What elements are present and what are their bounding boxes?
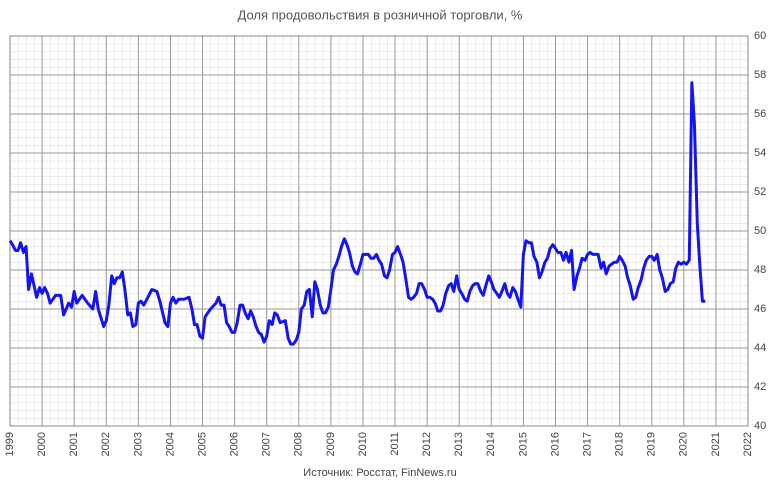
x-tick-label: 2022 — [742, 432, 754, 456]
x-tick-label: 2018 — [614, 432, 626, 456]
x-tick-label: 2001 — [68, 432, 80, 456]
y-tick-label: 54 — [754, 147, 766, 159]
x-tick-label: 2017 — [581, 432, 593, 456]
y-tick-label: 58 — [754, 69, 766, 81]
source-note: Источник: Росстат, FinNews.ru — [303, 467, 456, 479]
x-tick-label: 2020 — [678, 432, 690, 456]
x-tick-label: 2004 — [164, 432, 176, 456]
x-tick-label: 2000 — [36, 432, 48, 456]
x-tick-label: 2003 — [132, 432, 144, 456]
y-tick-label: 52 — [754, 186, 766, 198]
x-tick-label: 2021 — [710, 432, 722, 456]
plot-frame — [9, 35, 749, 427]
x-tick-label: 2012 — [421, 432, 433, 456]
x-tick-label: 2016 — [549, 432, 561, 456]
y-tick-label: 56 — [754, 108, 766, 120]
y-tick-label: 46 — [754, 303, 766, 315]
x-tick-label: 2019 — [646, 432, 658, 456]
chart-title: Доля продовольствия в розничной торговли… — [238, 7, 523, 22]
x-tick-label: 2006 — [229, 432, 241, 456]
x-tick-label: 1999 — [4, 432, 16, 456]
y-tick-label: 60 — [754, 30, 766, 42]
x-tick-label: 2008 — [293, 432, 305, 456]
x-tick-label: 2010 — [357, 432, 369, 456]
y-tick-label: 48 — [754, 264, 766, 276]
x-tick-label: 2002 — [100, 432, 112, 456]
y-tick-label: 44 — [754, 342, 766, 354]
x-tick-label: 2015 — [517, 432, 529, 456]
x-tick-label: 2007 — [261, 432, 273, 456]
y-tick-label: 40 — [754, 420, 766, 432]
y-tick-label: 50 — [754, 225, 766, 237]
data-line — [8, 81, 706, 346]
x-tick-label: 2005 — [196, 432, 208, 456]
x-tick-label: 2014 — [485, 432, 497, 456]
x-tick-label: 2011 — [389, 432, 401, 456]
y-tick-label: 42 — [754, 381, 766, 393]
x-tick-label: 2013 — [453, 432, 465, 456]
x-tick-label: 2009 — [325, 432, 337, 456]
